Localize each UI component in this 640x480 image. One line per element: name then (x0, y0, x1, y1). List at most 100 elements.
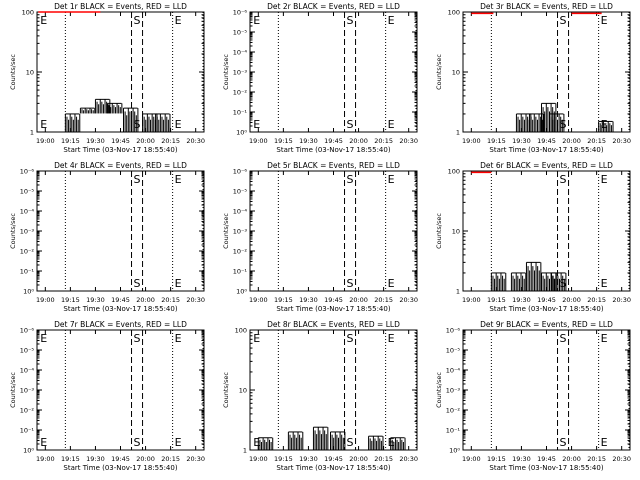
y-tick-label: 10⁻⁴ (233, 208, 248, 216)
y-tick-label: 10⁻³ (233, 228, 248, 236)
x-tick-label: 19:00 (249, 296, 268, 304)
y-tick-label: 10⁻¹ (20, 427, 35, 435)
y-tick-label: 10⁻³ (20, 228, 35, 236)
event-marker-top: E (253, 14, 260, 27)
event-marker-top: S (134, 14, 141, 27)
y-tick-label: 10 (239, 387, 247, 395)
plot-title: Det 2r BLACK = Events, RED = LLD (267, 2, 400, 11)
x-axis-label: Start Time (03-Nov-17 18:55:40) (63, 146, 177, 154)
y-tick-label: 10⁻⁶ (233, 168, 248, 176)
x-tick-label: 20:15 (161, 296, 180, 304)
event-marker-bottom: E (253, 436, 260, 449)
x-tick-label: 19:30 (86, 137, 105, 145)
x-tick-label: 19:15 (487, 296, 506, 304)
y-tick-label: 10⁻⁴ (20, 367, 35, 375)
x-tick-label: 20:15 (587, 455, 606, 463)
x-tick-label: 20:15 (587, 137, 606, 145)
event-marker-top: S (347, 332, 354, 345)
event-marker-top: E (40, 332, 47, 345)
plot-title: Det 4r BLACK = Events, RED = LLD (54, 161, 187, 170)
event-marker-top: S (560, 173, 567, 186)
y-tick-label: 10⁻² (233, 248, 248, 256)
x-tick-label: 19:15 (487, 137, 506, 145)
plot-title: Det 5r BLACK = Events, RED = LLD (267, 161, 400, 170)
y-tick-label: 100 (22, 9, 34, 17)
x-tick-label: 19:15 (274, 455, 293, 463)
x-tick-label: 19:00 (462, 137, 481, 145)
x-tick-label: 19:45 (324, 455, 343, 463)
y-tick-label: 10⁻⁶ (20, 327, 35, 335)
y-tick-label: 10⁻¹ (233, 109, 248, 117)
plot-title: Det 9r BLACK = Events, RED = LLD (480, 320, 613, 329)
event-marker-bottom: E (175, 118, 182, 131)
y-tick-label: 10⁻³ (446, 387, 461, 395)
event-marker-bottom: S (347, 277, 354, 290)
y-tick-label: 100 (235, 327, 247, 335)
y-tick-label: 10 (452, 69, 460, 77)
x-axis-label: Start Time (03-Nov-17 18:55:40) (276, 146, 390, 154)
x-tick-label: 20:00 (562, 296, 581, 304)
x-tick-label: 19:00 (462, 455, 481, 463)
x-axis-label: Start Time (03-Nov-17 18:55:40) (276, 464, 390, 472)
x-tick-label: 19:15 (61, 455, 80, 463)
y-tick-label: 10⁻⁵ (20, 347, 35, 355)
event-marker-top: S (347, 173, 354, 186)
y-tick-label: 10⁻² (446, 407, 461, 415)
plot-title: Det 1r BLACK = Events, RED = LLD (54, 2, 187, 11)
x-tick-label: 19:45 (111, 296, 130, 304)
plot-title: Det 8r BLACK = Events, RED = LLD (267, 320, 400, 329)
y-tick-label: 10⁰ (23, 447, 34, 455)
x-tick-label: 20:15 (587, 296, 606, 304)
y-tick-label: 10⁻⁶ (233, 9, 248, 17)
y-tick-label: 10 (26, 69, 34, 77)
event-marker-top: E (175, 14, 182, 27)
event-marker-top: E (388, 332, 395, 345)
x-tick-label: 20:00 (349, 296, 368, 304)
y-tick-label: 10 (452, 228, 460, 236)
x-tick-label: 19:15 (61, 296, 80, 304)
event-marker-bottom: S (134, 277, 141, 290)
x-tick-label: 20:30 (612, 137, 631, 145)
y-tick-label: 10⁻² (233, 89, 248, 97)
event-marker-bottom: E (601, 118, 608, 131)
y-tick-label: 10⁻⁴ (233, 49, 248, 57)
x-tick-label: 19:45 (111, 137, 130, 145)
x-axis-label: Start Time (03-Nov-17 18:55:40) (63, 305, 177, 313)
x-tick-label: 19:45 (537, 137, 556, 145)
x-tick-label: 20:00 (562, 137, 581, 145)
event-marker-top: E (175, 332, 182, 345)
x-tick-label: 20:00 (349, 455, 368, 463)
event-marker-bottom: E (40, 118, 47, 131)
x-tick-label: 20:00 (349, 137, 368, 145)
event-marker-bottom: S (347, 118, 354, 131)
y-tick-label: 10⁻³ (20, 387, 35, 395)
x-tick-label: 20:00 (562, 455, 581, 463)
x-tick-label: 19:00 (36, 296, 55, 304)
x-tick-label: 19:45 (537, 296, 556, 304)
x-tick-label: 19:00 (36, 137, 55, 145)
x-tick-label: 19:30 (86, 296, 105, 304)
y-tick-label: 10⁻¹ (233, 268, 248, 276)
x-axis-label: Start Time (03-Nov-17 18:55:40) (63, 464, 177, 472)
event-marker-bottom: E (388, 118, 395, 131)
x-tick-label: 20:30 (612, 455, 631, 463)
event-marker-bottom: E (175, 277, 182, 290)
x-tick-label: 19:45 (324, 296, 343, 304)
y-tick-label: 10⁻⁴ (446, 367, 461, 375)
x-tick-label: 19:15 (274, 137, 293, 145)
event-marker-bottom: S (560, 436, 567, 449)
x-tick-label: 19:00 (249, 455, 268, 463)
x-tick-label: 20:15 (374, 455, 393, 463)
event-marker-bottom: E (601, 436, 608, 449)
x-tick-label: 19:30 (512, 296, 531, 304)
event-marker-top: E (175, 173, 182, 186)
y-tick-label: 100 (448, 168, 460, 176)
event-marker-top: E (388, 173, 395, 186)
plot-frame (462, 329, 631, 451)
y-axis-label: Counts/sec (222, 213, 230, 249)
event-marker-bottom: E (388, 277, 395, 290)
x-tick-label: 19:15 (61, 137, 80, 145)
x-tick-label: 20:30 (399, 296, 418, 304)
y-tick-label: 10⁻¹ (446, 427, 461, 435)
